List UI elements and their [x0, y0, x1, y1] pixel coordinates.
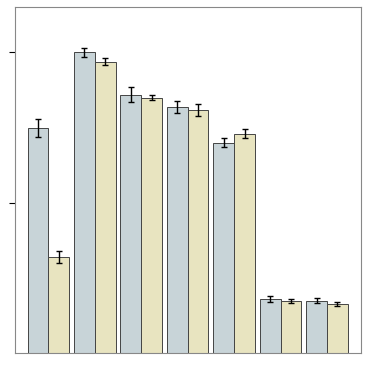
Bar: [141, 98, 162, 353]
Bar: [306, 301, 327, 353]
Bar: [260, 299, 280, 353]
Bar: [188, 110, 208, 353]
Bar: [28, 128, 48, 353]
Bar: [74, 53, 95, 353]
Bar: [48, 257, 69, 353]
Bar: [234, 134, 255, 353]
Bar: [167, 107, 188, 353]
Bar: [327, 304, 348, 353]
Bar: [95, 61, 116, 353]
Bar: [120, 95, 141, 353]
Bar: [280, 301, 301, 353]
Bar: [213, 143, 234, 353]
